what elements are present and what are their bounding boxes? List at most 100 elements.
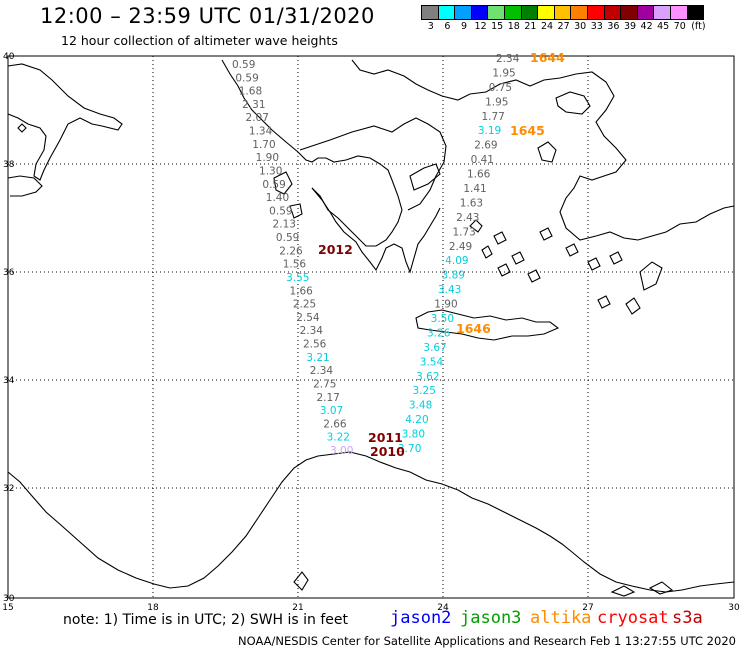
longitude-label: 24	[437, 603, 449, 613]
wave-height-value: 1.90	[256, 152, 279, 164]
pass-time-label: 1645	[510, 123, 545, 138]
legend-cryosat: cryosat	[597, 608, 669, 628]
wave-height-value: 2.69	[474, 140, 497, 152]
wave-height-value: 4.20	[405, 414, 428, 426]
wave-height-value: 3.54	[420, 356, 444, 368]
wave-height-value: 1.95	[492, 67, 515, 79]
dodecanese-islands	[565, 243, 641, 315]
latitude-label: 40	[3, 52, 15, 62]
kefalonia-coast	[273, 171, 293, 195]
wave-height-value: 2.54	[296, 312, 320, 324]
legend-altika: altika	[530, 608, 592, 628]
wave-height-value: 2.43	[456, 212, 479, 224]
pass-time-label: 2011	[368, 430, 403, 445]
wave-height-value: 1.66	[289, 285, 313, 297]
colorbar-label: 9	[460, 21, 468, 32]
colorbar-label: 30	[574, 21, 587, 32]
wave-height-value: 0.59	[269, 205, 292, 217]
wave-height-value: 3.21	[306, 352, 329, 364]
wave-height-value: 1.40	[266, 192, 289, 204]
wave-height-value: 2.49	[449, 241, 472, 253]
wave-height-value: 0.75	[489, 82, 512, 94]
wave-height-values: 0.590.591.682.312.071.341.701.901.300.59…	[232, 53, 520, 457]
cyclades-islands	[469, 219, 553, 283]
colorbar-label: 12	[474, 21, 487, 32]
wave-height-value: 3.07	[320, 405, 343, 417]
thrace-turkey-coast	[351, 59, 735, 241]
wave-height-value: 0.59	[232, 59, 255, 71]
colorbar-label: 6	[444, 21, 451, 32]
small-islands	[17, 123, 674, 597]
greece-east-coast	[299, 117, 447, 211]
wave-height-value: 2.66	[323, 418, 347, 430]
pass-time-label: 2012	[318, 242, 353, 257]
wave-height-value: 2.34	[300, 325, 324, 337]
colorbar-swatch	[686, 5, 705, 20]
wave-height-value: 0.59	[276, 232, 299, 244]
colorbar-label: 3	[427, 21, 434, 32]
colorbar-label: 24	[540, 21, 554, 32]
pass-time-label: 1644	[530, 50, 565, 65]
wave-height-value: 3.48	[409, 400, 432, 412]
wave-height-value: 2.25	[293, 299, 316, 311]
wave-height-value: 3.26	[427, 327, 451, 339]
zakynthos-coast	[289, 203, 303, 219]
wave-height-value: 2.34	[496, 53, 520, 65]
legend-jason2: jason2	[390, 608, 452, 628]
wave-height-value: 3.67	[423, 342, 446, 354]
coastlines	[7, 59, 735, 597]
wave-height-value: 1.41	[463, 183, 486, 195]
colorbar-label: 39	[623, 21, 637, 32]
wave-height-value: 2.13	[273, 219, 296, 231]
colorbar-label: 45	[657, 21, 670, 32]
wave-height-value: 1.68	[239, 86, 262, 98]
pass-time-label: 1646	[456, 321, 491, 336]
wave-height-value: 1.73	[452, 226, 475, 238]
legend-jason3: jason3	[460, 608, 522, 628]
graticule	[8, 56, 734, 598]
wave-height-value: 4.09	[445, 255, 468, 267]
latitude-label: 34	[3, 376, 15, 386]
wave-height-value: 2.75	[313, 378, 336, 390]
longitude-label: 27	[582, 603, 593, 613]
latitude-label: 32	[3, 484, 14, 494]
wave-height-value: 0.59	[262, 179, 285, 191]
colorbar-label: (ft)	[691, 21, 706, 32]
colorbar-label: 33	[590, 21, 603, 32]
lesbos-coast	[555, 91, 591, 115]
wave-height-value: 3.55	[286, 272, 309, 284]
wave-height-value: 3.70	[398, 443, 421, 455]
colorbar-label: 21	[524, 21, 537, 32]
wave-height-value: 2.07	[246, 112, 269, 124]
colorbar-label: 27	[557, 21, 570, 32]
chios-coast	[537, 141, 557, 163]
longitude-label: 15	[2, 603, 13, 613]
wave-height-value: 1.30	[259, 165, 282, 177]
colorbar-label: 70	[673, 21, 686, 32]
libya-egypt-coast	[7, 451, 735, 593]
peloponnese-coast	[311, 187, 441, 274]
wave-height-value: 0.41	[471, 154, 494, 166]
wave-height-value: 3.43	[438, 284, 461, 296]
latitude-label: 36	[3, 268, 15, 278]
wave-height-value: 3.22	[327, 432, 350, 444]
wave-height-value: 2.31	[242, 99, 265, 111]
map-subtitle: 12 hour collection of altimeter wave hei…	[61, 33, 338, 48]
albania-greece-west-coast	[221, 59, 403, 247]
credit-line: NOAA/NESDIS Center for Satellite Applica…	[238, 634, 736, 648]
italy-coast	[7, 63, 123, 181]
wave-height-value: 1.63	[460, 197, 483, 209]
wave-height-value: 2.17	[316, 392, 339, 404]
colorbar-label: 42	[640, 21, 653, 32]
wave-height-value: 1.56	[283, 259, 307, 271]
wave-height-value: 2.26	[279, 245, 303, 257]
wave-height-value: 1.95	[485, 96, 508, 108]
wave-height-value: 2.56	[303, 339, 327, 351]
euboea-coast	[409, 163, 441, 191]
colorbar	[421, 5, 705, 20]
wave-height-value: 1.70	[252, 139, 275, 151]
colorbar-label: 18	[507, 21, 520, 32]
wave-height-value: 0.59	[235, 72, 258, 84]
